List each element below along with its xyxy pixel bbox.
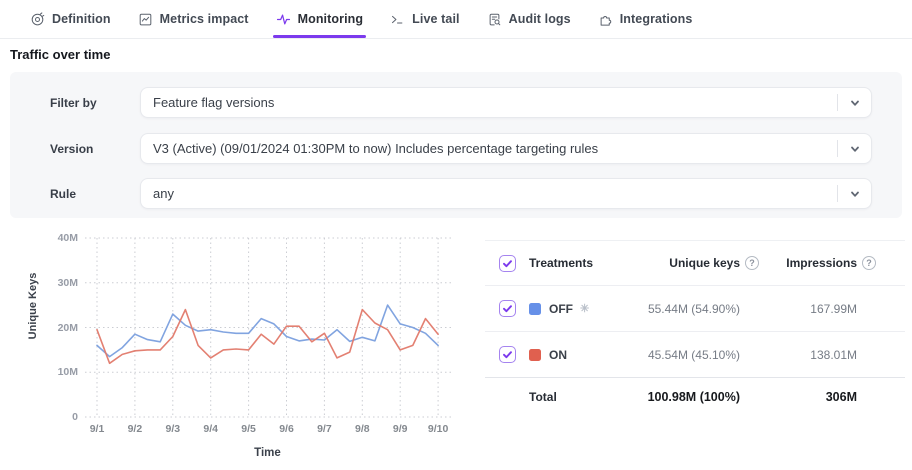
on-unique-keys: 45.54M (45.10%) — [647, 347, 740, 362]
on-series-checkbox[interactable] — [498, 346, 516, 363]
tab-bar: Definition Metrics impact Monitoring Liv… — [0, 0, 912, 39]
off-series-checkbox[interactable] — [498, 300, 516, 317]
version-label: Version — [50, 141, 94, 156]
select-all-checkbox[interactable] — [498, 254, 516, 272]
svg-text:9/8: 9/8 — [355, 423, 370, 435]
filter-by-label: Filter by — [50, 95, 97, 110]
default-treatment-icon: ✳ — [580, 303, 590, 315]
version-row: Version V3 (Active) (09/01/2024 01:30PM … — [50, 133, 872, 164]
treatments-table: Treatments Unique keys ? Impressions ? O… — [485, 240, 905, 415]
filter-by-select[interactable]: Feature flag versions — [140, 87, 872, 118]
chevron-down-icon — [838, 143, 871, 155]
traffic-line-chart: 9/1 9/2 9/3 9/4 9/5 9/6 9/7 9/8 9/9 9/10 — [85, 237, 452, 435]
off-unique-keys: 55.44M (54.90%) — [647, 301, 740, 316]
rule-label: Rule — [50, 186, 77, 201]
svg-text:9/2: 9/2 — [128, 423, 143, 435]
off-treatment-label: OFF — [549, 301, 573, 316]
tab-definition-label: Definition — [52, 12, 111, 26]
y-tick-label: 10M — [57, 366, 78, 379]
treatment-row-off: OFF ✳ 55.44M (54.90%) 167.99M — [485, 285, 905, 331]
document-search-icon — [487, 12, 502, 27]
help-icon[interactable]: ? — [862, 256, 876, 270]
tab-live-tail[interactable]: Live tail — [390, 0, 460, 38]
target-icon — [30, 11, 45, 27]
chevron-down-icon — [838, 97, 871, 109]
tab-monitoring-label: Monitoring — [297, 12, 364, 26]
svg-text:9/9: 9/9 — [393, 423, 408, 435]
y-tick-label: 0 — [72, 411, 78, 423]
svg-text:9/10: 9/10 — [428, 423, 449, 435]
total-impressions: 306M — [825, 389, 857, 404]
total-label: Total — [529, 389, 557, 404]
svg-text:9/5: 9/5 — [241, 423, 256, 435]
tab-metrics-impact[interactable]: Metrics impact — [138, 0, 249, 38]
tab-live-tail-label: Live tail — [412, 12, 460, 26]
unique-keys-header: Unique keys — [669, 256, 740, 270]
filter-by-row: Filter by Feature flag versions — [50, 87, 872, 118]
svg-text:9/1: 9/1 — [90, 423, 105, 435]
on-color-swatch — [529, 348, 541, 361]
version-select[interactable]: V3 (Active) (09/01/2024 01:30PM to now) … — [140, 133, 872, 164]
total-unique-keys: 100.98M (100%) — [647, 389, 740, 404]
rule-row: Rule any — [50, 178, 872, 209]
x-axis-title: Time — [254, 447, 281, 459]
y-tick-label: 20M — [57, 321, 78, 334]
puzzle-icon — [598, 12, 613, 27]
page-title: Traffic over time — [10, 47, 111, 62]
table-header-row: Treatments Unique keys ? Impressions ? — [485, 241, 905, 285]
pulse-icon — [276, 12, 291, 27]
tab-monitoring[interactable]: Monitoring — [272, 0, 366, 38]
svg-text:9/7: 9/7 — [317, 423, 332, 435]
tab-integrations[interactable]: Integrations — [598, 0, 693, 38]
tab-integrations-label: Integrations — [619, 12, 693, 26]
tab-metrics-impact-label: Metrics impact — [159, 12, 249, 26]
select-divider — [837, 140, 838, 157]
tab-audit-logs[interactable]: Audit logs — [487, 0, 571, 38]
treatment-row-on: ON 45.54M (45.10%) 138.01M — [485, 331, 905, 377]
y-tick-label: 40M — [57, 232, 78, 244]
tab-audit-logs-label: Audit logs — [508, 12, 571, 26]
tab-definition[interactable]: Definition — [30, 0, 111, 38]
svg-text:9/3: 9/3 — [165, 423, 180, 435]
chart-icon — [138, 12, 153, 27]
impressions-header: Impressions — [786, 256, 857, 270]
rule-value: any — [153, 186, 174, 201]
version-value: V3 (Active) (09/01/2024 01:30PM to now) … — [153, 141, 599, 156]
svg-text:9/6: 9/6 — [279, 423, 294, 435]
help-icon[interactable]: ? — [745, 256, 759, 270]
chevron-down-icon — [838, 188, 871, 200]
svg-text:9/4: 9/4 — [203, 423, 218, 435]
off-color-swatch — [529, 302, 541, 315]
on-impressions: 138.01M — [810, 347, 857, 362]
select-divider — [837, 94, 838, 111]
y-tick-label: 30M — [57, 276, 78, 289]
treatments-header: Treatments — [529, 256, 594, 270]
select-divider — [837, 185, 838, 202]
rule-select[interactable]: any — [140, 178, 872, 209]
on-treatment-label: ON — [549, 347, 567, 362]
filter-by-value: Feature flag versions — [153, 95, 275, 110]
filter-panel: Filter by Feature flag versions Version … — [10, 72, 902, 218]
off-impressions: 167.99M — [810, 301, 857, 316]
terminal-icon — [390, 12, 405, 27]
total-row: Total 100.98M (100%) 306M — [485, 377, 905, 415]
